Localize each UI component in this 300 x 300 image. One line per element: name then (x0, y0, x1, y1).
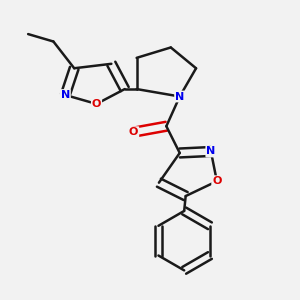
Text: O: O (92, 99, 101, 109)
Text: N: N (175, 92, 184, 101)
Text: O: O (212, 176, 222, 186)
Text: N: N (206, 146, 216, 157)
Text: N: N (61, 90, 70, 100)
Text: O: O (129, 127, 138, 137)
